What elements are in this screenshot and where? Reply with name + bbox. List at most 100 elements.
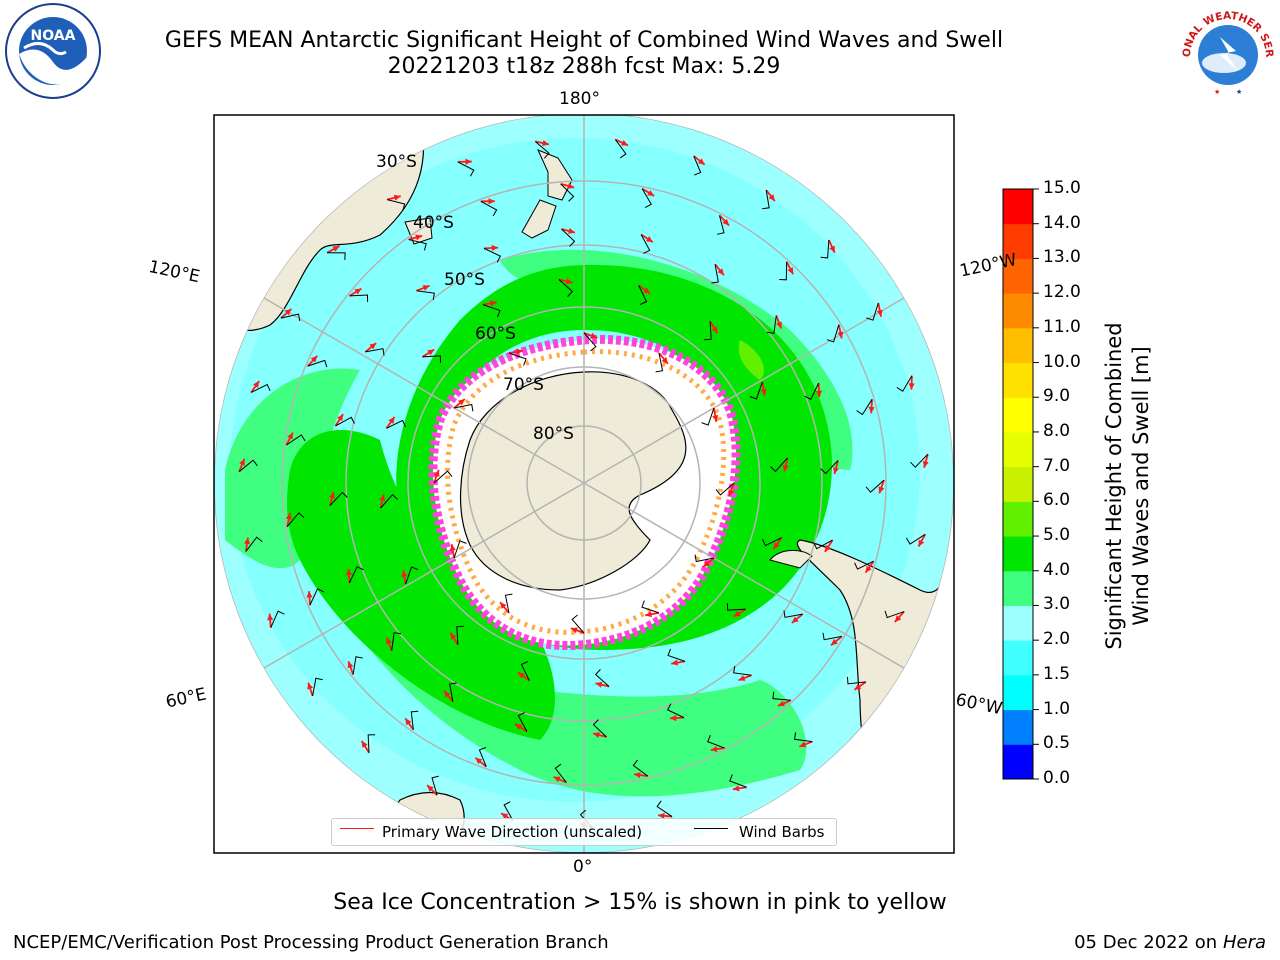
- colorbar-tick-label: 14.0: [1043, 212, 1081, 233]
- star-icon: ★: [1236, 88, 1242, 96]
- wave-arrow-head: [354, 288, 362, 295]
- lon-label-180: 180°: [559, 89, 600, 109]
- wind-barb: [641, 188, 652, 209]
- wave-arrow-head: [865, 565, 872, 573]
- wave-arrow-head: [776, 321, 782, 329]
- wave-arrow-head: [647, 190, 655, 196]
- colorbar-tick-label: 0.0: [1043, 768, 1071, 788]
- nws-logo: NATIONAL WEATHER SERVICE ★ ★: [1176, 1, 1275, 99]
- wave-arrow-head: [760, 389, 767, 396]
- wave-arrow-head: [703, 560, 710, 567]
- wave-arrow-head: [515, 723, 523, 730]
- wind-barb: [896, 375, 913, 392]
- wind-barb: [820, 239, 830, 259]
- footer-machine: Hera: [1222, 932, 1266, 953]
- wind-barb: [854, 560, 874, 570]
- wave-arrow-head: [361, 740, 368, 748]
- wave-arrow-head: [710, 746, 718, 753]
- wave-arrow-head: [738, 675, 746, 681]
- wave-arrow-head: [401, 570, 408, 577]
- wave-arrow-head: [500, 602, 507, 609]
- wind-barb: [457, 161, 475, 177]
- lon-label-0: 0°: [573, 857, 593, 877]
- wave-arrow-head: [345, 568, 353, 576]
- wave-arrow-head: [918, 539, 925, 547]
- lat-label-70s: 70°S: [503, 375, 544, 395]
- colorbar-tick-label: 9.0: [1043, 386, 1071, 407]
- colorbar-tick-label: 8.0: [1043, 420, 1071, 441]
- lat-label-40s: 40°S: [413, 213, 454, 233]
- colorbar-segment: [1003, 744, 1033, 780]
- legend-wind-barbs: Wind Barbs: [739, 823, 825, 841]
- colorbar-tick-label: 3.0: [1043, 594, 1071, 615]
- colorbar-tick-label: 1.0: [1043, 698, 1071, 719]
- wave-arrow-head: [570, 627, 578, 634]
- wind-barb: [416, 290, 435, 301]
- wave-arrow-head: [285, 512, 292, 520]
- wind-barb: [449, 682, 457, 702]
- wind-barb: [387, 199, 406, 211]
- colorbar-tick-label: 0.5: [1043, 733, 1071, 754]
- colorbar-tick-label: 1.5: [1043, 663, 1071, 684]
- wave-arrow-head: [643, 287, 651, 294]
- colorbar-segment: [1003, 605, 1033, 641]
- wave-arrow-head: [830, 638, 838, 646]
- wave-arrow-head: [501, 813, 509, 820]
- map-subtitle: 20221203 t18z 288h fcst Max: 5.29: [387, 54, 781, 79]
- colorbar-tick-label: 12.0: [1043, 282, 1081, 303]
- wave-arrow-head: [658, 812, 665, 819]
- wave-arrow-head: [592, 732, 600, 738]
- wind-barb: [483, 247, 502, 263]
- colorbar-segment: [1003, 258, 1033, 294]
- wind-barb: [813, 539, 833, 550]
- wind-barb: [701, 407, 715, 426]
- wave-arrow-head: [733, 610, 741, 617]
- wind-barb: [517, 712, 528, 732]
- colorbar-tick-label: 15.0: [1043, 178, 1081, 198]
- colorbar-segment: [1003, 293, 1033, 329]
- wind-barb: [822, 632, 842, 641]
- wave-arrow-head: [922, 460, 929, 468]
- wave-arrow-head: [488, 198, 495, 205]
- wind-barb: [632, 759, 649, 777]
- wind-barb: [826, 324, 840, 343]
- wind-barb: [480, 200, 498, 217]
- wave-arrow-head: [669, 714, 677, 722]
- wind-barb: [707, 734, 725, 749]
- wind-barb: [693, 155, 702, 176]
- wind-barb: [856, 399, 873, 416]
- wind-barb: [594, 669, 610, 687]
- wave-arrow-head: [782, 464, 789, 472]
- wind-barb: [770, 457, 788, 473]
- footer-date: 05 Dec 2022 on Hera: [1074, 932, 1266, 953]
- wave-arrow-head: [422, 285, 430, 291]
- wave-arrow-head: [337, 414, 344, 422]
- wave-arrow-head: [253, 381, 260, 388]
- wave-arrow-head: [568, 228, 576, 234]
- wind-barb: [503, 801, 514, 821]
- wind-barb: [270, 610, 285, 628]
- wave-arrow-head: [553, 776, 561, 783]
- wind-barb: [866, 302, 879, 321]
- wind-barb: [846, 676, 866, 685]
- wind-barb: [766, 315, 777, 334]
- legend-wave-direction: Primary Wave Direction (unscaled): [382, 823, 643, 841]
- wave-arrow-head: [565, 278, 573, 285]
- wind-barb: [327, 252, 346, 260]
- wave-arrow-head: [465, 158, 472, 165]
- wave-arrow-head: [427, 785, 434, 792]
- wind-barb: [433, 470, 453, 484]
- colorbar-segment: [1003, 397, 1033, 433]
- wind-barb: [508, 352, 527, 366]
- wind-barb: [783, 610, 803, 618]
- wave-arrow-head: [833, 467, 839, 475]
- wind-barb: [641, 600, 660, 614]
- wave-arrow-head: [386, 637, 392, 645]
- wave-arrow-head: [732, 785, 740, 792]
- footer-branch: NCEP/EMC/Verification Post Processing Pr…: [13, 932, 609, 953]
- wave-arrow-head: [450, 632, 457, 640]
- wind-barb: [571, 614, 585, 634]
- wave-arrow-head: [307, 682, 314, 690]
- wind-barb: [286, 434, 306, 446]
- wave-arrow-head: [661, 357, 668, 364]
